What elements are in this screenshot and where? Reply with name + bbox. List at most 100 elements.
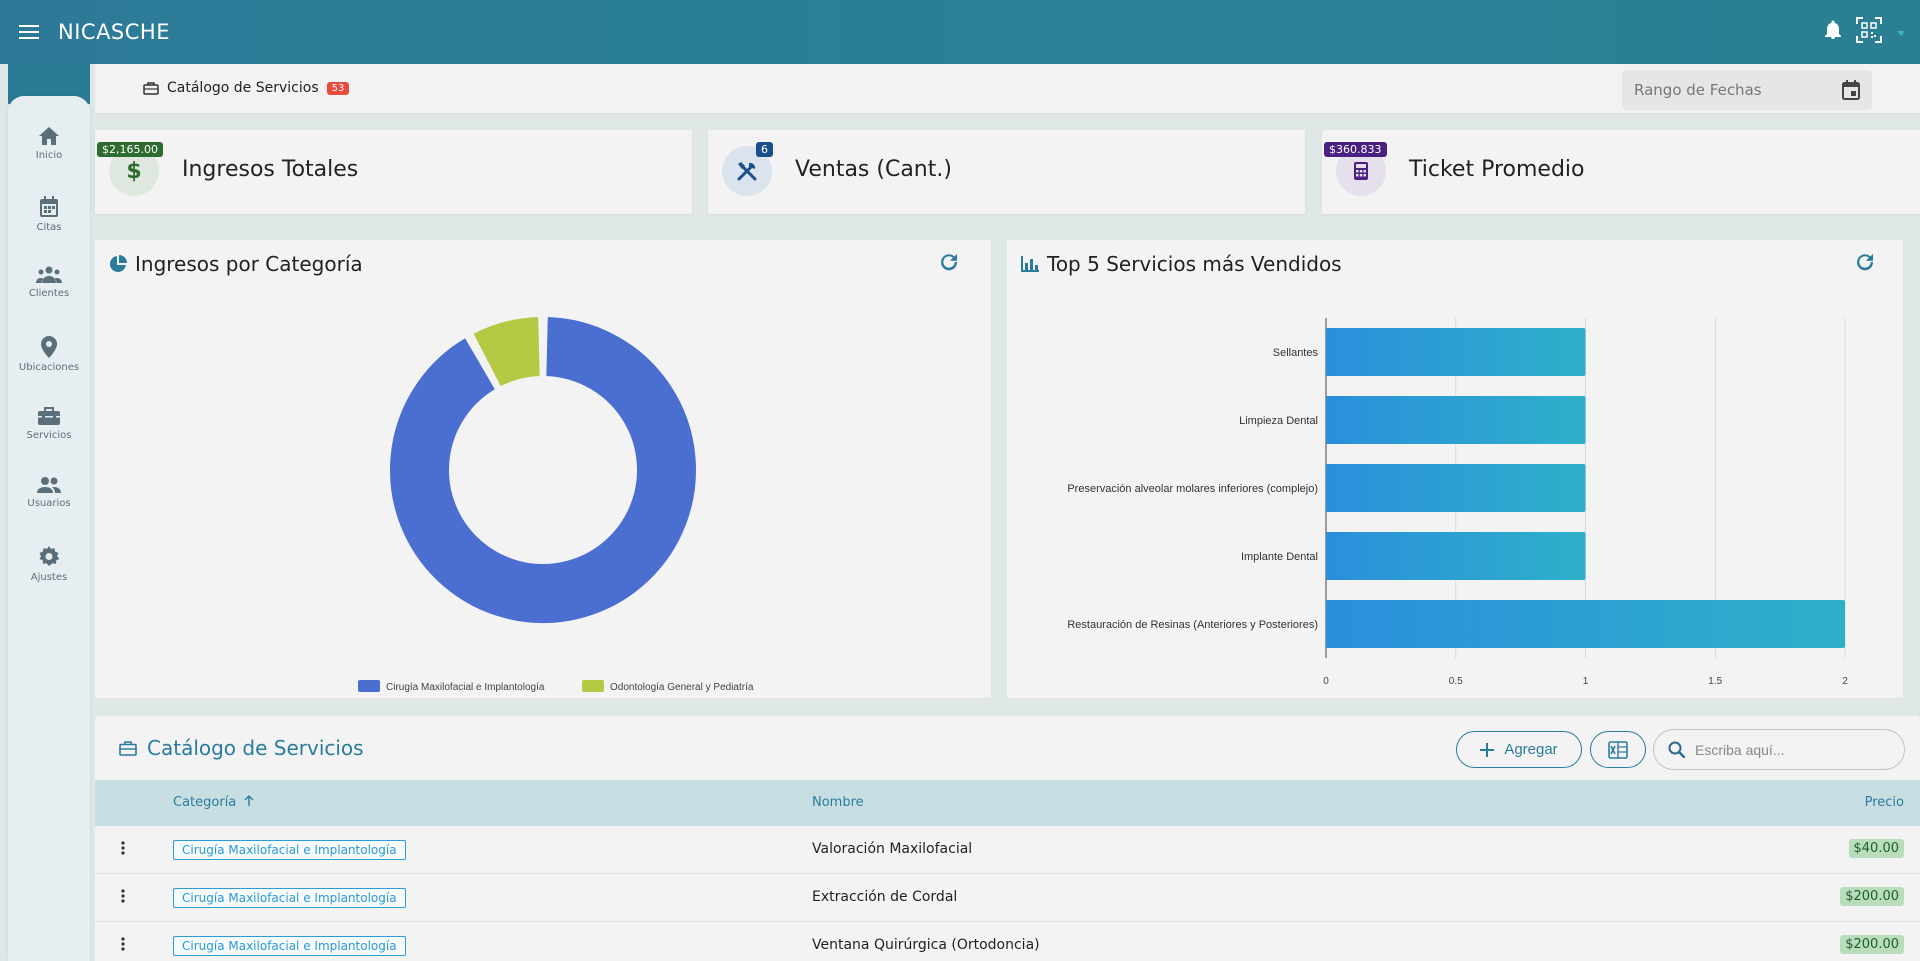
qr-scan-button[interactable] xyxy=(1856,17,1882,47)
pie-chart-panel: Ingresos por Categoría Cirugía Maxilofac… xyxy=(95,240,991,698)
kpi-value-badge: $2,165.00 xyxy=(97,142,163,157)
top-app-bar: NICASCHE xyxy=(0,0,1920,64)
search-icon xyxy=(1668,741,1685,758)
sidebar-item-inicio[interactable]: Inicio xyxy=(8,126,90,186)
export-excel-button[interactable] xyxy=(1590,731,1646,768)
briefcase-icon xyxy=(119,740,137,756)
kpi-card-ingresos: $ $2,165.00 Ingresos Totales xyxy=(95,130,692,214)
sidebar-item-usuarios[interactable]: Usuarios xyxy=(8,476,90,536)
sidebar-item-servicios[interactable]: Servicios xyxy=(8,406,90,466)
account-dropdown[interactable] xyxy=(1896,23,1906,42)
qr-code-icon xyxy=(1856,17,1882,43)
app-title: NICASCHE xyxy=(58,20,170,44)
price-badge: $200.00 xyxy=(1840,935,1904,954)
location-pin-icon xyxy=(41,336,57,358)
legend-label: Odontología General y Pediatría xyxy=(610,682,754,693)
briefcase-icon xyxy=(143,81,159,95)
refresh-bar-button[interactable] xyxy=(1855,252,1875,276)
bar-chart-panel: Top 5 Servicios más Vendidos 0 0.5 1 1.5 2 Se… xyxy=(1007,240,1903,698)
page-header: Catálogo de Servicios 53 xyxy=(95,64,1920,114)
row-menu-button[interactable] xyxy=(121,841,125,859)
add-button-label: Agregar xyxy=(1504,741,1558,758)
y-tick-label: Restauración de Resinas (Anteriores y Po… xyxy=(1067,619,1318,631)
column-header-name[interactable]: Nombre xyxy=(812,795,864,810)
table-row[interactable]: Cirugía Maxilofacial e Implantología Val… xyxy=(95,826,1920,874)
category-chip: Cirugía Maxilofacial e Implantología xyxy=(173,840,406,860)
table-title: Catálogo de Servicios xyxy=(119,736,364,760)
bar xyxy=(1326,600,1845,648)
table-header: Categoría Nombre Precio xyxy=(95,780,1920,826)
more-vertical-icon xyxy=(121,889,125,903)
refresh-icon xyxy=(1857,253,1874,271)
x-tick-label: 1 xyxy=(1583,676,1589,687)
search-input[interactable] xyxy=(1695,741,1875,758)
legend-label: Cirugía Maxilofacial e Implantología xyxy=(386,682,545,693)
service-name: Valoración Maxilofacial xyxy=(812,841,973,857)
users-icon xyxy=(37,477,61,493)
column-header-category[interactable]: Categoría xyxy=(173,795,254,810)
services-table-card: Catálogo de Servicios Agregar Categoría … xyxy=(95,716,1920,961)
sidebar-item-citas[interactable]: Citas xyxy=(8,196,90,256)
add-service-button[interactable]: Agregar xyxy=(1456,731,1582,768)
sidebar-item-label: Inicio xyxy=(35,150,63,161)
pie-chart-icon xyxy=(109,255,127,272)
column-header-label: Categoría xyxy=(173,795,237,810)
panel-title: Ingresos por Categoría xyxy=(109,252,363,276)
briefcase-icon xyxy=(38,407,60,425)
sidebar: Inicio Citas Clientes Ubicaciones Servic… xyxy=(8,96,90,961)
calendar-icon xyxy=(1842,80,1860,100)
kpi-value-badge: 6 xyxy=(756,142,773,157)
pie-slice xyxy=(388,315,698,625)
excel-icon xyxy=(1608,740,1628,759)
row-menu-button[interactable] xyxy=(121,889,125,907)
more-vertical-icon xyxy=(121,937,125,951)
sidebar-item-ubicaciones[interactable]: Ubicaciones xyxy=(8,336,90,396)
table-title-label: Catálogo de Servicios xyxy=(147,736,364,760)
refresh-pie-button[interactable] xyxy=(939,252,959,276)
table-row[interactable]: Cirugía Maxilofacial e Implantología Ext… xyxy=(95,874,1920,922)
sidebar-item-label: Usuarios xyxy=(27,498,71,509)
sidebar-item-clientes[interactable]: Clientes xyxy=(8,266,90,326)
bar xyxy=(1326,396,1586,444)
sidebar-item-ajustes[interactable]: Ajustes xyxy=(8,546,90,606)
y-tick-label: Sellantes xyxy=(1273,347,1319,359)
pie-chart: Cirugía Maxilofacial e Implantología Odon… xyxy=(358,315,754,693)
svg-text:$: $ xyxy=(127,159,141,183)
bar-chart-title: Top 5 Servicios más Vendidos xyxy=(1047,252,1342,276)
y-tick-label: Limpieza Dental xyxy=(1239,415,1318,427)
bar-chart-icon xyxy=(1021,256,1039,272)
table-row[interactable]: Cirugía Maxilofacial e Implantología Ven… xyxy=(95,922,1920,961)
pie-slice xyxy=(471,315,542,389)
kpi-label: Ingresos Totales xyxy=(182,157,359,182)
breadcrumb: Catálogo de Servicios 53 xyxy=(143,80,350,96)
column-header-price[interactable]: Precio xyxy=(1864,795,1904,810)
bar xyxy=(1326,328,1586,376)
hamburger-icon xyxy=(19,25,39,39)
date-range-picker[interactable]: Rango de Fechas xyxy=(1622,70,1872,110)
y-tick-label: Preservación alveolar molares inferiores… xyxy=(1067,483,1318,495)
service-name: Ventana Quirúrgica (Ortodoncia) xyxy=(812,937,1040,953)
panel-title: Top 5 Servicios más Vendidos xyxy=(1021,252,1342,276)
breadcrumb-label: Catálogo de Servicios xyxy=(167,80,319,96)
x-tick-label: 2 xyxy=(1842,676,1848,687)
calendar-icon xyxy=(40,196,58,217)
bell-icon xyxy=(1825,20,1841,39)
x-tick-label: 1.5 xyxy=(1708,676,1722,687)
menu-button[interactable] xyxy=(0,0,58,64)
plus-icon xyxy=(1480,742,1495,757)
price-badge: $200.00 xyxy=(1840,887,1904,906)
legend-swatch xyxy=(358,680,380,692)
category-chip: Cirugía Maxilofacial e Implantología xyxy=(173,888,406,908)
price-badge: $40.00 xyxy=(1848,839,1904,858)
bar xyxy=(1326,532,1586,580)
refresh-icon xyxy=(941,253,958,271)
people-icon xyxy=(36,266,62,283)
sidebar-item-label: Citas xyxy=(36,222,62,233)
kpi-label: Ticket Promedio xyxy=(1409,157,1585,182)
gear-icon xyxy=(39,546,60,566)
x-tick-label: 0 xyxy=(1323,676,1329,687)
pie-chart-title: Ingresos por Categoría xyxy=(135,252,363,276)
dollar-icon: $ xyxy=(127,159,141,183)
row-menu-button[interactable] xyxy=(121,937,125,955)
notifications-button[interactable] xyxy=(1824,20,1842,44)
